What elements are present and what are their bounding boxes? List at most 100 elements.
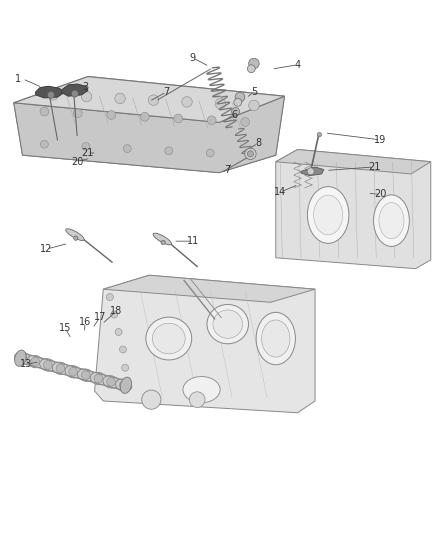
Circle shape [148, 95, 159, 106]
Circle shape [48, 90, 58, 100]
Ellipse shape [261, 320, 290, 357]
Circle shape [120, 381, 128, 390]
Polygon shape [276, 149, 431, 174]
Circle shape [74, 236, 78, 240]
Polygon shape [14, 77, 285, 173]
Ellipse shape [213, 310, 243, 338]
Circle shape [141, 112, 149, 121]
Circle shape [247, 65, 255, 72]
Circle shape [249, 58, 259, 69]
Ellipse shape [152, 323, 185, 354]
Circle shape [122, 364, 129, 372]
Text: 9: 9 [190, 53, 196, 63]
Text: 20: 20 [71, 157, 83, 167]
Circle shape [307, 168, 314, 175]
Text: 8: 8 [255, 139, 261, 148]
Text: 4: 4 [294, 60, 300, 70]
Polygon shape [35, 86, 64, 98]
Polygon shape [103, 275, 315, 302]
Circle shape [182, 96, 192, 107]
Circle shape [40, 107, 49, 116]
Text: 15: 15 [59, 324, 71, 334]
Circle shape [161, 240, 165, 245]
Ellipse shape [27, 356, 43, 368]
Ellipse shape [207, 304, 248, 344]
Circle shape [31, 357, 39, 366]
Ellipse shape [90, 372, 106, 385]
Text: 18: 18 [110, 306, 123, 316]
Ellipse shape [116, 379, 132, 392]
Polygon shape [95, 275, 315, 413]
Ellipse shape [14, 350, 26, 366]
Text: 14: 14 [274, 187, 286, 197]
Text: 1: 1 [15, 74, 21, 84]
Polygon shape [301, 167, 324, 176]
Text: 20: 20 [374, 189, 387, 199]
Text: 12: 12 [40, 244, 53, 254]
Text: 7: 7 [163, 87, 170, 97]
Circle shape [74, 109, 82, 118]
Circle shape [106, 294, 113, 301]
Text: 7: 7 [225, 165, 231, 175]
Circle shape [241, 118, 250, 126]
Circle shape [207, 116, 216, 125]
Ellipse shape [103, 376, 119, 388]
Circle shape [317, 133, 321, 137]
Circle shape [115, 328, 122, 335]
Circle shape [69, 367, 78, 376]
Text: 21: 21 [81, 148, 93, 158]
Polygon shape [276, 149, 431, 269]
Circle shape [40, 140, 48, 148]
Circle shape [81, 92, 92, 102]
Circle shape [245, 148, 256, 159]
Ellipse shape [66, 229, 84, 240]
Text: 17: 17 [94, 312, 106, 322]
Circle shape [47, 92, 54, 99]
Text: 19: 19 [374, 135, 387, 145]
Ellipse shape [120, 377, 131, 393]
Text: 3: 3 [83, 82, 89, 92]
Circle shape [124, 382, 131, 389]
Circle shape [206, 149, 214, 157]
Ellipse shape [307, 187, 349, 244]
Circle shape [142, 390, 161, 409]
Circle shape [235, 92, 245, 102]
Circle shape [249, 100, 259, 111]
Circle shape [165, 147, 173, 155]
Circle shape [234, 99, 242, 106]
Ellipse shape [183, 376, 220, 403]
Circle shape [43, 361, 52, 369]
Ellipse shape [153, 233, 171, 245]
Text: 11: 11 [187, 236, 199, 246]
Ellipse shape [146, 317, 192, 360]
Circle shape [81, 371, 90, 379]
Circle shape [107, 377, 116, 386]
Circle shape [107, 111, 116, 119]
Circle shape [189, 392, 205, 408]
Text: 16: 16 [79, 317, 91, 327]
Ellipse shape [314, 195, 343, 235]
Text: 21: 21 [368, 162, 380, 172]
Circle shape [18, 354, 27, 362]
Polygon shape [14, 77, 285, 123]
Circle shape [124, 144, 131, 152]
Ellipse shape [374, 195, 410, 246]
Circle shape [94, 374, 103, 383]
Ellipse shape [65, 366, 81, 378]
Circle shape [215, 99, 226, 109]
Polygon shape [62, 84, 88, 96]
Polygon shape [14, 96, 285, 173]
Circle shape [111, 311, 118, 318]
Text: 13: 13 [20, 359, 32, 369]
Circle shape [82, 142, 90, 150]
Text: 5: 5 [251, 87, 257, 97]
Circle shape [232, 108, 240, 116]
Ellipse shape [78, 369, 94, 382]
Circle shape [115, 93, 125, 103]
Ellipse shape [379, 203, 404, 239]
Ellipse shape [256, 312, 295, 365]
Ellipse shape [14, 352, 31, 365]
Ellipse shape [40, 359, 56, 372]
Text: 6: 6 [231, 110, 237, 119]
Circle shape [247, 151, 254, 157]
